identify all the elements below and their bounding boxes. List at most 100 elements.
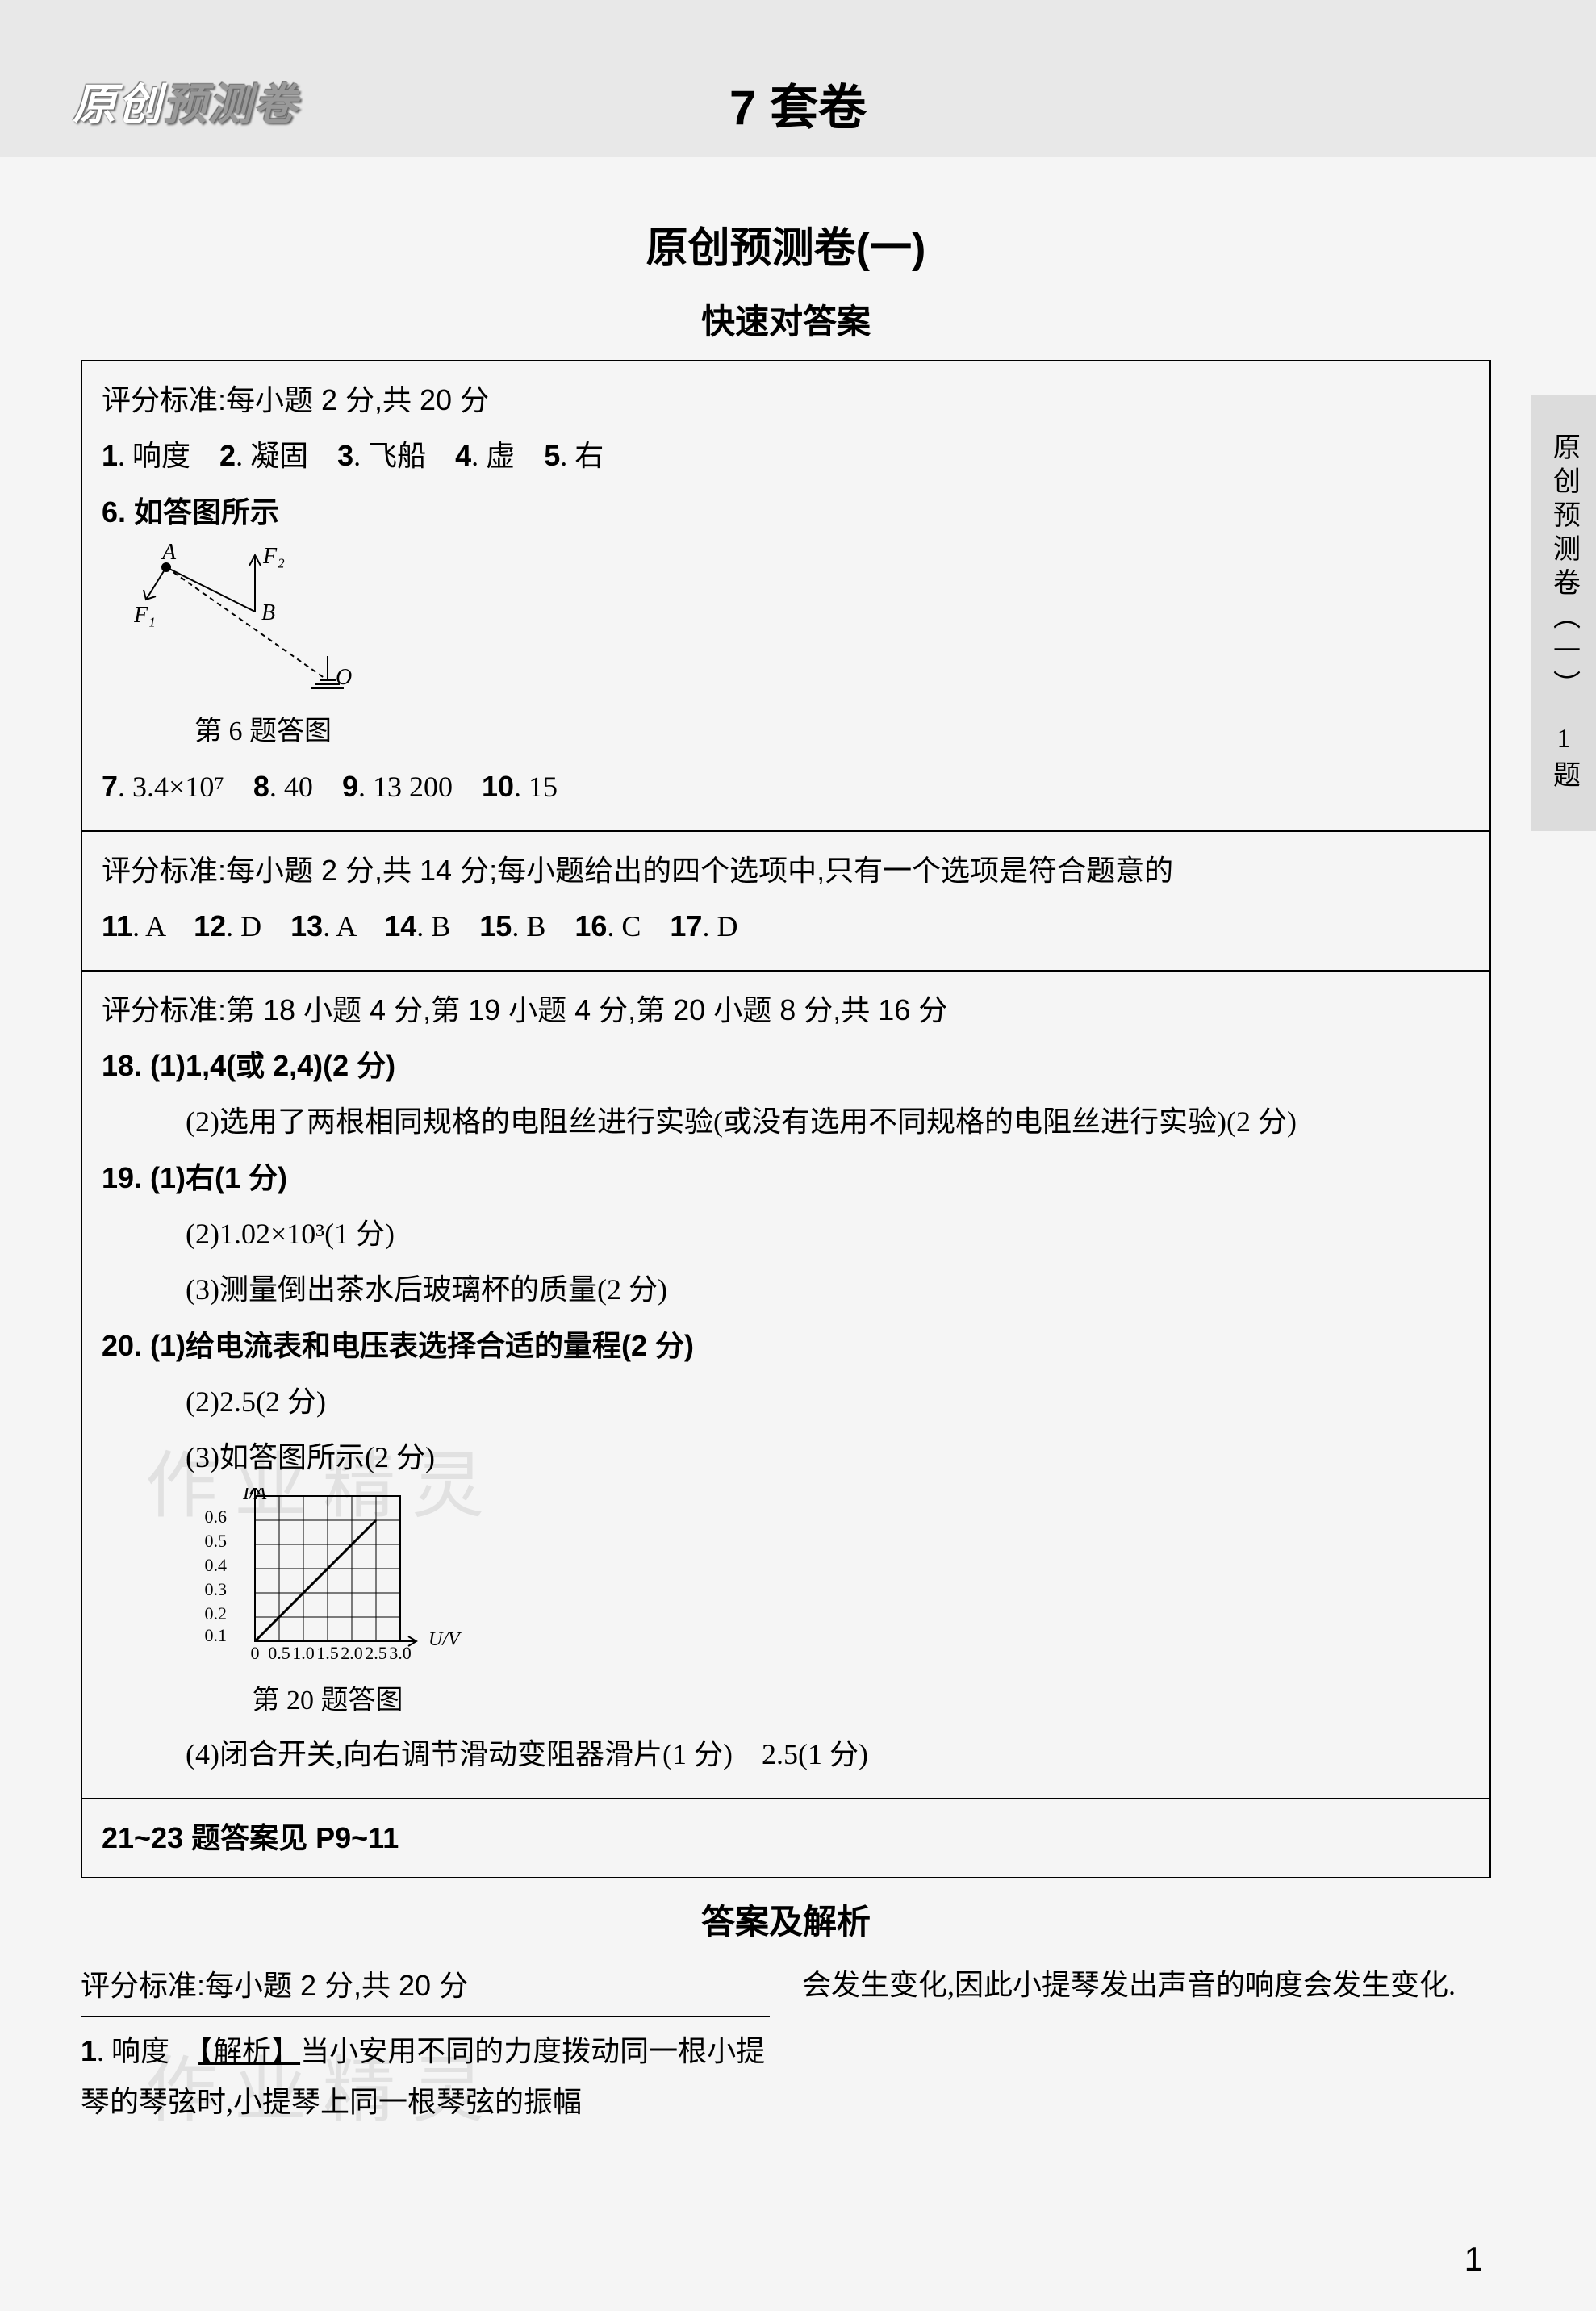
- section-3: 评分标准:第 18 小题 4 分,第 19 小题 4 分,第 20 小题 8 分…: [82, 972, 1489, 1800]
- figure-6: A B O F₁ F₂ 第 6 题答图: [134, 543, 1470, 756]
- ans-text: . 飞船: [353, 440, 455, 472]
- ref-21-23: 21~23 题答案见 P9~11: [102, 1821, 399, 1854]
- ans-num: 8: [253, 770, 269, 803]
- fig6-svg: A B O F₁ F₂: [134, 543, 392, 704]
- ans-num: 13: [290, 909, 323, 942]
- content: 原创预测卷(一) 快速对答案 评分标准:每小题 2 分,共 20 分 1. 响度…: [0, 157, 1596, 2160]
- svg-text:0.5: 0.5: [205, 1531, 228, 1551]
- paper-title: 原创预测卷(一): [81, 214, 1491, 274]
- side-tab: 原创预测卷（一） 1题: [1531, 395, 1596, 831]
- answers-11-17: 11. A 12. D 13. A 14. B 15. B 16. C 17. …: [102, 901, 1470, 952]
- ans-num: 5: [544, 439, 560, 472]
- q19-2: (2)1.02×10³(1 分): [102, 1209, 1470, 1260]
- svg-text:2.0: 2.0: [341, 1643, 363, 1663]
- ans-text: . 响度: [118, 440, 219, 472]
- ans-text: . 右: [560, 440, 604, 472]
- section-2: 评分标准:每小题 2 分,共 14 分;每小题给出的四个选项中,只有一个选项是符…: [82, 832, 1489, 972]
- explain-criteria: 评分标准:每小题 2 分,共 20 分: [81, 1960, 770, 2017]
- fig20-caption: 第 20 题答图: [198, 1677, 457, 1725]
- ans-num: 17: [670, 909, 702, 942]
- label-F2: F₂: [262, 544, 285, 569]
- svg-text:0.6: 0.6: [205, 1507, 228, 1527]
- criteria-1: 评分标准:每小题 2 分,共 20 分: [102, 374, 1470, 425]
- ans-num: 14: [384, 909, 416, 942]
- svg-text:0.3: 0.3: [205, 1579, 228, 1599]
- ans-text: . D: [702, 910, 737, 942]
- explain-tag: 【解析】: [198, 2034, 300, 2067]
- answer-box: 评分标准:每小题 2 分,共 20 分 1. 响度 2. 凝固 3. 飞船 4.…: [81, 360, 1491, 1878]
- section-1: 评分标准:每小题 2 分,共 20 分 1. 响度 2. 凝固 3. 飞船 4.…: [82, 361, 1489, 832]
- fig20-xlabel: U/V: [428, 1629, 462, 1650]
- header-bar: 原创预测卷 7 套卷: [0, 0, 1596, 157]
- ans-text: . A: [132, 910, 194, 942]
- label-A: A: [161, 543, 177, 565]
- ans-num: 12: [194, 909, 226, 942]
- q19-1: 19. (1)右(1 分): [102, 1161, 287, 1194]
- page-number: 1: [1464, 2240, 1483, 2279]
- label-F1: F₁: [134, 603, 156, 628]
- logo: 原创预测卷: [73, 69, 299, 132]
- svg-text:0.4: 0.4: [205, 1555, 228, 1575]
- explain-left: 评分标准:每小题 2 分,共 20 分 1. 响度 【解析】当小安用不同的力度拨…: [81, 1960, 770, 2128]
- criteria-2: 评分标准:每小题 2 分,共 14 分;每小题给出的四个选项中,只有一个选项是符…: [102, 845, 1470, 896]
- explain-q1-ans: . 响度: [97, 2035, 198, 2067]
- label-O: O: [336, 665, 352, 690]
- ans-text: . 3.4×10⁷: [118, 771, 253, 803]
- explain-right-text: 会发生变化,因此小提琴发出声音的响度会发生变化.: [802, 1960, 1491, 2011]
- explain-right: 会发生变化,因此小提琴发出声音的响度会发生变化.: [802, 1960, 1491, 2128]
- ans-num: 16: [574, 909, 607, 942]
- q19-3: (3)测量倒出茶水后玻璃杯的质量(2 分): [102, 1264, 1470, 1315]
- ans-num: 4: [455, 439, 471, 472]
- explain-title: 答案及解析: [81, 1895, 1491, 1944]
- ans-num: 2: [219, 439, 236, 472]
- q6-text: 6. 如答图所示: [102, 487, 1470, 538]
- svg-text:1.0: 1.0: [292, 1643, 315, 1663]
- ans-text: . B: [416, 910, 479, 942]
- svg-text:2.5: 2.5: [365, 1643, 387, 1663]
- q20-3: (3)如答图所示(2 分): [102, 1432, 1470, 1483]
- ans-text: . C: [607, 910, 670, 942]
- q6-label: 6. 如答图所示: [102, 495, 279, 529]
- explain-columns: 评分标准:每小题 2 分,共 20 分 1. 响度 【解析】当小安用不同的力度拨…: [81, 1960, 1491, 2128]
- answers-1-5: 1. 响度 2. 凝固 3. 飞船 4. 虚 5. 右: [102, 430, 1470, 482]
- q18-2: (2)选用了两根相同规格的电阻丝进行实验(或没有选用不同规格的电阻丝进行实验)(…: [102, 1097, 1470, 1147]
- label-B: B: [261, 600, 275, 625]
- svg-text:1.5: 1.5: [316, 1643, 339, 1663]
- svg-text:0: 0: [251, 1643, 260, 1663]
- ans-text: . 虚: [471, 440, 544, 472]
- answers-7-10: 7. 3.4×10⁷ 8. 40 9. 13 200 10. 15: [102, 761, 1470, 813]
- q18-1: 18. (1)1,4(或 2,4)(2 分): [102, 1049, 395, 1082]
- ans-text: . 13 200: [358, 771, 482, 803]
- ans-text: . 15: [514, 771, 558, 803]
- svg-text:0.1: 0.1: [205, 1625, 228, 1645]
- ans-num: 11: [102, 909, 132, 942]
- figure-20: 0.1 0.2 0.3 0.4 0.5 0.6 0 0.5 1.0 1.5 2.…: [198, 1488, 1470, 1725]
- q20-4: (4)闭合开关,向右调节滑动变阻器滑片(1 分) 2.5(1 分): [102, 1729, 1470, 1780]
- q20-1: 20. (1)给电流表和电压表选择合适的量程(2 分): [102, 1329, 694, 1362]
- criteria-3: 评分标准:第 18 小题 4 分,第 19 小题 4 分,第 20 小题 8 分…: [102, 984, 1470, 1035]
- quick-answer-title: 快速对答案: [81, 295, 1491, 344]
- ans-text: . B: [512, 910, 574, 942]
- header-title: 7 套卷: [729, 69, 867, 139]
- ans-text: . D: [226, 910, 290, 942]
- fig6-caption: 第 6 题答图: [134, 708, 392, 756]
- logo-accent: 预测卷: [163, 81, 299, 129]
- svg-text:0.2: 0.2: [205, 1603, 228, 1624]
- ans-num: 15: [479, 909, 512, 942]
- ans-text: . A: [323, 910, 384, 942]
- section-4: 21~23 题答案见 P9~11: [82, 1799, 1489, 1877]
- explain-q1-num: 1: [81, 2034, 97, 2067]
- ans-text: . 40: [269, 771, 342, 803]
- ans-text: . 凝固: [236, 440, 337, 472]
- q20-2: (2)2.5(2 分): [102, 1377, 1470, 1427]
- ans-num: 7: [102, 770, 118, 803]
- fig20-ylabel: I/A: [242, 1488, 267, 1504]
- fig20-svg: 0.1 0.2 0.3 0.4 0.5 0.6 0 0.5 1.0 1.5 2.…: [198, 1488, 489, 1674]
- ans-num: 3: [337, 439, 353, 472]
- svg-text:0.5: 0.5: [268, 1643, 290, 1663]
- ans-num: 9: [342, 770, 358, 803]
- explain-q1: 1. 响度 【解析】当小安用不同的力度拨动同一根小提琴的琴弦时,小提琴上同一根琴…: [81, 2025, 770, 2128]
- ans-num: 10: [482, 770, 514, 803]
- ans-num: 1: [102, 439, 118, 472]
- svg-text:3.0: 3.0: [389, 1643, 412, 1663]
